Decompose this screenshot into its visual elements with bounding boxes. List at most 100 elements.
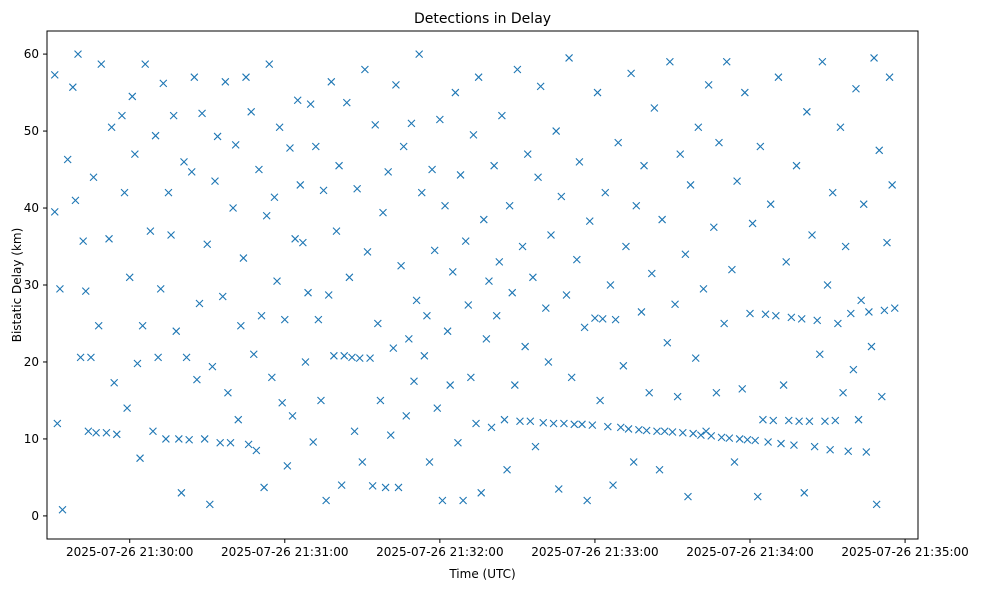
y-tick-label-3: 30 xyxy=(24,278,39,292)
data-point-150 xyxy=(448,268,457,276)
data-point-186 xyxy=(541,304,550,312)
data-point-263 xyxy=(740,88,749,97)
data-point-288 xyxy=(805,417,814,426)
data-point-117 xyxy=(363,248,372,256)
data-point-129 xyxy=(394,483,403,492)
data-point-34 xyxy=(149,427,157,436)
data-point-107 xyxy=(337,481,346,490)
data-point-110 xyxy=(345,273,354,282)
data-point-298 xyxy=(831,416,840,425)
data-point-139 xyxy=(420,351,429,360)
data-point-61 xyxy=(218,292,227,301)
data-point-171 xyxy=(503,465,511,474)
data-point-3 xyxy=(56,284,64,293)
data-point-221 xyxy=(632,201,641,210)
x-axis-label: Time (UTC) xyxy=(448,567,515,581)
data-point-20 xyxy=(107,123,116,132)
data-point-320 xyxy=(888,181,897,189)
data-point-137 xyxy=(415,50,424,58)
data-point-257 xyxy=(725,434,734,443)
data-point-98 xyxy=(314,315,323,324)
data-point-85 xyxy=(280,315,289,324)
data-point-225 xyxy=(642,426,651,435)
data-point-58 xyxy=(211,177,219,185)
data-point-163 xyxy=(482,334,491,343)
data-point-67 xyxy=(234,415,243,424)
data-point-159 xyxy=(472,419,480,428)
data-point-271 xyxy=(761,310,770,319)
data-point-122 xyxy=(376,396,385,405)
data-point-121 xyxy=(373,319,382,328)
data-point-217 xyxy=(622,242,630,251)
data-point-68 xyxy=(236,321,245,330)
data-point-32 xyxy=(141,60,150,68)
data-point-27 xyxy=(128,92,137,101)
data-point-231 xyxy=(658,215,667,224)
data-point-14 xyxy=(89,173,98,182)
data-point-193 xyxy=(560,419,568,428)
data-point-97 xyxy=(311,142,320,151)
data-point-182 xyxy=(531,442,540,451)
data-point-227 xyxy=(647,269,656,278)
data-point-55 xyxy=(203,240,212,249)
data-point-208 xyxy=(598,314,607,323)
data-point-104 xyxy=(329,351,338,360)
data-point-156 xyxy=(464,301,473,309)
data-point-145 xyxy=(435,115,444,124)
chart-title: Detections in Delay xyxy=(414,11,551,27)
data-point-286 xyxy=(800,488,809,497)
data-point-141 xyxy=(425,458,434,466)
data-point-25 xyxy=(123,404,132,413)
x-tick-label-3: 2025-07-26 21:33:00 xyxy=(531,545,658,559)
data-point-45 xyxy=(177,488,186,497)
data-point-42 xyxy=(169,111,178,120)
data-point-143 xyxy=(430,246,439,255)
x-tick-label-5: 2025-07-26 21:35:00 xyxy=(841,545,968,559)
data-point-281 xyxy=(787,313,796,322)
data-point-192 xyxy=(557,192,566,201)
data-point-207 xyxy=(596,396,604,405)
data-point-226 xyxy=(645,388,654,397)
data-point-64 xyxy=(226,438,235,447)
data-point-250 xyxy=(707,431,716,440)
data-point-73 xyxy=(249,350,258,359)
data-point-108 xyxy=(340,351,349,360)
data-point-244 xyxy=(691,354,700,363)
data-point-276 xyxy=(774,73,783,82)
data-point-112 xyxy=(350,427,359,436)
data-point-175 xyxy=(513,65,522,74)
data-point-134 xyxy=(407,119,416,128)
data-point-164 xyxy=(485,277,493,286)
data-point-254 xyxy=(717,433,726,442)
data-point-81 xyxy=(270,193,279,202)
data-point-105 xyxy=(332,227,341,236)
data-point-130 xyxy=(397,261,405,270)
data-point-200 xyxy=(578,420,586,429)
data-point-204 xyxy=(588,421,597,429)
data-points xyxy=(50,50,899,514)
data-point-191 xyxy=(554,485,563,493)
data-point-118 xyxy=(366,354,374,363)
data-point-87 xyxy=(286,144,294,152)
x-tick-label-4: 2025-07-26 21:34:00 xyxy=(686,545,813,559)
data-point-216 xyxy=(619,361,628,370)
data-point-126 xyxy=(386,431,395,439)
data-point-189 xyxy=(549,419,558,428)
data-point-96 xyxy=(309,438,318,446)
data-point-153 xyxy=(456,171,465,179)
data-point-270 xyxy=(759,415,767,424)
data-point-220 xyxy=(629,458,638,466)
data-point-295 xyxy=(823,281,832,289)
data-point-88 xyxy=(288,411,297,420)
data-point-279 xyxy=(782,258,791,266)
data-point-43 xyxy=(172,327,181,336)
data-point-147 xyxy=(441,201,449,210)
data-point-305 xyxy=(849,365,858,374)
data-point-185 xyxy=(539,418,548,427)
data-point-311 xyxy=(865,308,873,316)
data-point-39 xyxy=(162,435,170,443)
y-tick-label-1: 10 xyxy=(24,432,39,446)
data-point-303 xyxy=(844,447,853,456)
data-point-296 xyxy=(826,445,835,454)
